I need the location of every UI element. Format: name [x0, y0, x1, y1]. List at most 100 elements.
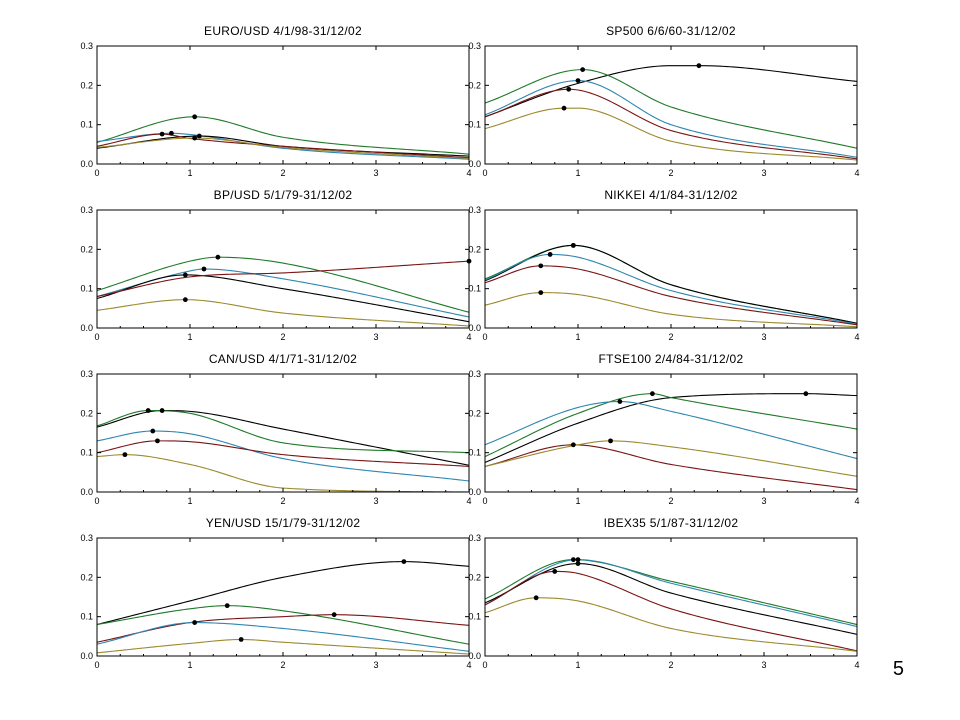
panel-7: YEN/USD 15/1/79-31/12/02 0 1 2 3 4 0.0 0.1 0.2 0.… — [80, 516, 471, 670]
peak-marker-blue — [575, 78, 581, 84]
peak-marker-blue — [547, 252, 553, 257]
x-tick-label: 0 — [94, 660, 99, 670]
series-line-black — [96, 274, 470, 323]
plot-frame — [484, 209, 858, 329]
peak-marker-blue — [150, 428, 156, 434]
x-tick-label: 3 — [761, 496, 766, 506]
x-tick-label: 2 — [280, 496, 285, 506]
series-line-green — [484, 69, 858, 149]
peak-marker-green — [192, 114, 198, 120]
peak-marker-black — [196, 133, 202, 139]
y-tick-label: 0.3 — [80, 41, 93, 51]
y-tick-label: 0.0 — [468, 323, 481, 333]
x-tick-label: 3 — [373, 168, 378, 178]
x-tick-label: 4 — [466, 332, 471, 342]
peak-marker-blue — [169, 130, 174, 136]
series-line-green — [96, 116, 470, 155]
series-line-blue — [484, 80, 858, 158]
series-line-blue — [484, 559, 858, 628]
peak-marker-green — [570, 557, 576, 563]
series-line-olive — [96, 638, 470, 655]
series-line-green — [96, 605, 470, 645]
y-tick-label: 0.1 — [468, 612, 481, 622]
x-tick-label: 0 — [482, 168, 487, 178]
y-tick-label: 0.2 — [80, 244, 93, 254]
panel-title: FTSE100 2/4/84-31/12/02 — [599, 352, 744, 366]
panel-title: NIKKEI 4/1/84-31/12/02 — [604, 188, 737, 202]
series-line-red — [484, 265, 858, 326]
series-line-olive — [484, 440, 858, 477]
y-tick-label: 0.3 — [80, 533, 93, 543]
series-line-blue — [96, 430, 470, 482]
x-tick-label: 3 — [761, 332, 766, 342]
plot-frame — [484, 45, 858, 165]
y-tick-label: 0.2 — [468, 80, 481, 90]
y-tick-label: 0.2 — [80, 572, 93, 582]
series-line-black — [484, 65, 858, 118]
series-line-olive — [96, 299, 470, 327]
y-tick-label: 0.1 — [80, 612, 93, 622]
y-tick-label: 0.1 — [80, 284, 93, 294]
series-line-red — [96, 614, 470, 643]
peak-marker-olive — [538, 290, 544, 295]
peak-marker-red — [538, 263, 544, 269]
panel-2: SP500 6/6/60-31/12/020 1 2 3 40.00.10.20.3 — [468, 24, 859, 178]
panel-title: IBEX35 5/1/87-31/12/02 — [604, 516, 739, 530]
panel-4: NIKKEI 4/1/84-31/12/020 1 2 3 40.00.10.20.3 — [468, 188, 859, 342]
x-tick-label: 2 — [668, 660, 673, 670]
plot-frame — [96, 209, 470, 329]
peak-marker-black — [696, 63, 702, 69]
peak-marker-red — [570, 442, 576, 448]
panel-title: BP/USD 5/1/79-31/12/02 — [214, 188, 353, 202]
plot-frame — [484, 537, 858, 657]
y-tick-label: 0.1 — [468, 120, 481, 130]
panel-title: SP500 6/6/60-31/12/02 — [606, 24, 736, 38]
x-tick-label: 1 — [575, 168, 580, 178]
peak-marker-blue — [201, 266, 207, 272]
peak-marker-blue — [617, 399, 623, 404]
x-tick-label: 1 — [575, 332, 580, 342]
x-tick-label: 3 — [761, 660, 766, 670]
peak-marker-olive — [182, 297, 188, 303]
x-tick-label: 4 — [466, 168, 471, 178]
x-tick-label: 1 — [575, 496, 580, 506]
peak-marker-black — [401, 559, 407, 564]
y-tick-label: 0.0 — [80, 323, 93, 333]
y-tick-label: 0.0 — [468, 651, 481, 661]
series-line-red — [96, 440, 470, 467]
x-tick-label: 4 — [854, 168, 859, 178]
y-tick-label: 0.0 — [80, 651, 93, 661]
y-tick-label: 0.3 — [80, 369, 93, 379]
series-line-red — [96, 133, 470, 159]
x-tick-label: 0 — [94, 496, 99, 506]
y-tick-label: 0.3 — [468, 533, 481, 543]
series-line-blue — [484, 400, 858, 460]
series-line-red — [484, 88, 858, 160]
series-line-blue — [96, 268, 470, 318]
y-tick-label: 0.2 — [468, 408, 481, 418]
peak-marker-red — [159, 131, 165, 137]
peak-marker-black — [575, 561, 581, 566]
series-line-red — [96, 260, 470, 298]
series-line-olive — [484, 292, 858, 328]
peak-marker-black — [803, 391, 809, 397]
peak-marker-blue — [192, 620, 198, 625]
series-line-black — [96, 561, 470, 626]
y-tick-label: 0.3 — [468, 369, 481, 379]
x-tick-label: 3 — [373, 332, 378, 342]
panel-5: CAN/USD 4/1/71-31/12/02 0 1 2 3 4 0.0 0.1 0.2 0.3 — [80, 352, 471, 506]
series-line-blue — [484, 253, 858, 325]
series-line-green — [484, 393, 858, 458]
panel-6: FTSE100 2/4/84-31/12/020 1 2 3 40.00.10.20.3 — [468, 352, 859, 506]
peak-marker-red — [552, 569, 558, 574]
series-line-green — [96, 410, 470, 454]
panel-8: IBEX35 5/1/87-31/12/020 1 2 3 40.00.10.20.3 — [468, 516, 859, 670]
series-line-olive — [484, 597, 858, 652]
series-line-olive — [96, 454, 470, 493]
y-tick-label: 0.3 — [468, 205, 481, 215]
series-line-olive — [484, 107, 858, 161]
y-tick-label: 0.2 — [468, 244, 481, 254]
y-tick-label: 0.2 — [80, 80, 93, 90]
x-tick-label: 1 — [187, 660, 192, 670]
peak-marker-green — [145, 408, 151, 413]
